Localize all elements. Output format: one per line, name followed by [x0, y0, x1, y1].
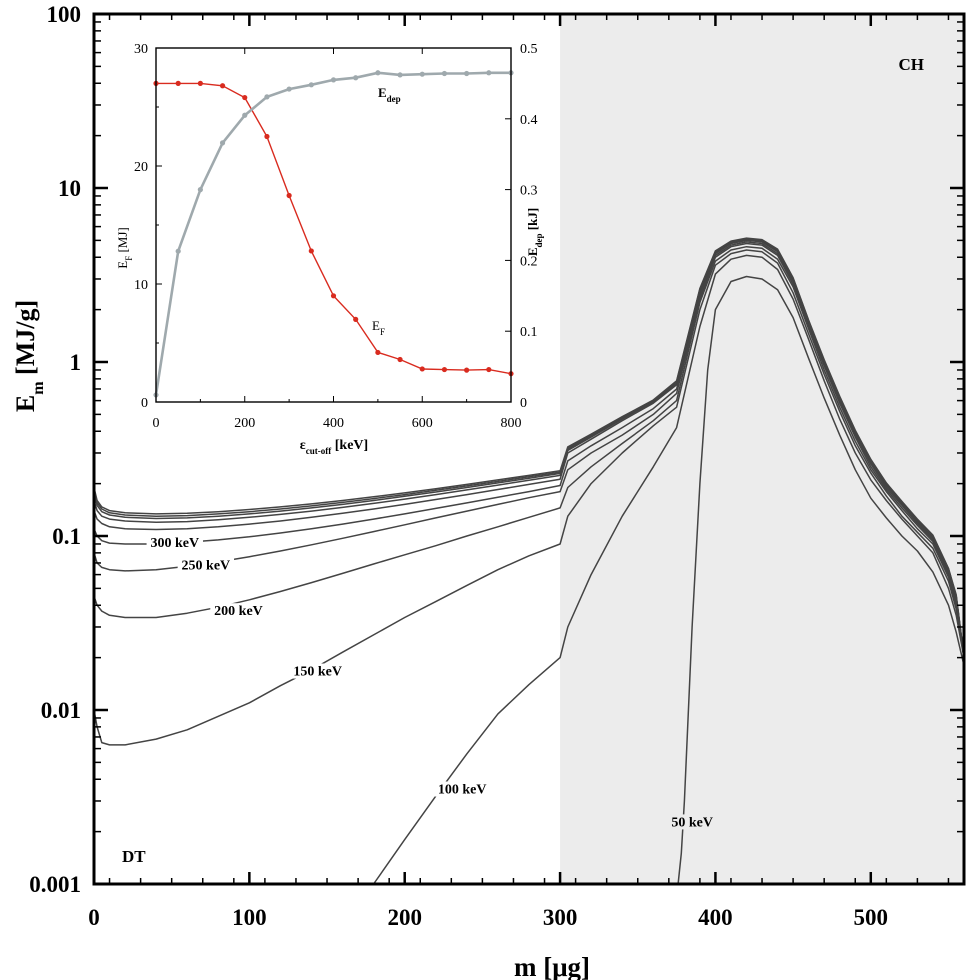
inset-right-y-tick-label: 0.4 — [520, 113, 538, 128]
inset-left-y-tick-label: 30 — [134, 42, 148, 57]
inset-point-e-dep — [242, 112, 248, 118]
inset-left-y-tick-label: 0 — [141, 396, 148, 411]
inset-point-e-f — [419, 366, 425, 372]
inset-x-axis: 0 200 400 600 800 — [153, 48, 522, 431]
inset-point-e-f — [197, 80, 203, 86]
main-x-tick-label: 300 — [543, 905, 578, 930]
curve-label-300-kev: 300 keV — [150, 536, 199, 551]
inset-x-tick-label: 600 — [412, 416, 433, 431]
inset-point-e-f — [375, 349, 381, 356]
main-y-tick-label: 100 — [47, 2, 82, 27]
region-label-ch: CH — [899, 55, 925, 74]
curve-label-background — [289, 663, 346, 679]
inset-right-y-tick-label: 0.3 — [520, 184, 538, 199]
main-y-tick-label: 10 — [58, 176, 81, 201]
inset-x-axis-label: εcut-off [keV] — [300, 438, 368, 456]
curve-label-250-kev: 250 keV — [182, 558, 231, 573]
inset-left-y-axis-label: EF [MJ] — [115, 227, 134, 269]
main-series-line-5 — [93, 241, 965, 658]
inset-point-e-f — [397, 356, 403, 363]
main-y-tick-label: 0.01 — [41, 698, 81, 723]
inset-right-y-tick-label: 0.1 — [520, 325, 538, 340]
inset-point-e-dep — [441, 70, 448, 77]
inset-x-tick-label: 0 — [153, 416, 160, 431]
inset-x-tick-label: 200 — [234, 416, 255, 431]
main-series-line-2 — [93, 249, 965, 746]
main-x-tick-label: 0 — [88, 905, 100, 930]
inset-point-e-f — [353, 316, 359, 322]
curve-label-150-kev: 150 keV — [293, 665, 342, 680]
inset-series-label-edep: Edep — [378, 85, 401, 104]
main-curve-labels: 300 keV 250 keV 200 keV 150 keV 100 keV 50 ke… — [146, 534, 717, 830]
inset-left-y-tick-label: 10 — [134, 278, 148, 293]
inset-point-e-dep — [353, 75, 359, 81]
inset-point-e-f — [175, 80, 181, 86]
inset-x-tick-label: 800 — [501, 416, 522, 431]
main-x-tick-label: 500 — [854, 905, 889, 930]
main-y-tick-label: 0.1 — [52, 524, 81, 549]
inset-point-e-f — [219, 83, 226, 89]
main-series-line-1 — [372, 254, 965, 885]
inset-series-label-ef: EF — [372, 318, 385, 337]
inset-point-e-dep — [419, 71, 425, 77]
curve-label-50-kev: 50 keV — [671, 815, 713, 830]
main-x-axis-label: m [μg] — [514, 952, 590, 980]
inset-point-e-f — [464, 367, 470, 373]
inset-point-e-f — [330, 293, 337, 299]
inset-point-e-dep — [397, 72, 403, 78]
inset-left-y-tick-label: 20 — [134, 160, 148, 175]
inset-point-e-dep — [486, 70, 492, 76]
inset-point-e-dep — [286, 86, 292, 92]
main-y-axis-label: Em [MJ/g] — [11, 300, 47, 412]
inset-point-e-f — [264, 133, 270, 140]
inset-point-e-dep — [175, 248, 181, 254]
inset-point-e-dep — [219, 140, 226, 146]
inset-x-tick-label: 400 — [323, 416, 344, 431]
inset-series-group — [153, 70, 514, 398]
curve-label-background — [146, 534, 203, 550]
inset-left-y-axis: 0 10 20 30 — [134, 42, 162, 411]
inset-point-e-f — [308, 248, 314, 254]
inset-right-y-tick-label: 0.2 — [520, 254, 538, 269]
inset-point-e-f — [441, 366, 448, 373]
main-y-tick-label: 0.001 — [29, 872, 81, 897]
inset-point-e-dep — [375, 70, 381, 76]
curve-label-100-kev: 100 keV — [438, 783, 487, 798]
main-series-line-0 — [560, 275, 965, 885]
inset-point-e-f — [486, 366, 492, 373]
main-y-tick-label: 1 — [70, 350, 82, 375]
inset-point-e-f — [242, 94, 248, 101]
curve-label-200-kev: 200 keV — [214, 604, 263, 619]
inset-right-y-axis-label: Edep [kJ] — [525, 208, 544, 256]
main-series-line-6 — [93, 239, 965, 658]
main-x-tick-label: 400 — [698, 905, 733, 930]
inset-chart: 0 200 400 600 800 0 10 20 30 0 0.1 0.2 0.3 0.4 0.5 ε… — [115, 42, 544, 456]
main-plot-frame — [92, 12, 966, 886]
curve-label-background — [433, 781, 491, 797]
inset-right-y-tick-label: 0.5 — [520, 42, 538, 57]
inset-background — [156, 48, 511, 402]
region-label-dt: DT — [122, 847, 146, 866]
inset-point-e-f — [286, 192, 292, 199]
inset-point-e-dep — [264, 94, 270, 100]
inset-point-e-dep — [308, 82, 314, 88]
inset-point-e-dep — [330, 77, 337, 83]
curve-label-background — [667, 814, 717, 830]
inset-point-e-dep — [197, 187, 203, 193]
main-x-tick-label: 100 — [232, 905, 267, 930]
curve-label-background — [177, 557, 235, 573]
inset-point-e-dep — [464, 70, 470, 77]
curve-label-background — [210, 603, 267, 619]
ch-shaded-region — [560, 14, 964, 884]
inset-right-y-tick-label: 0 — [520, 396, 527, 411]
main-x-axis: 0 100 200 300 400 500 — [88, 14, 950, 930]
main-series-line-10 — [93, 237, 965, 658]
inset-right-y-axis: 0 0.1 0.2 0.3 0.4 0.5 — [505, 42, 538, 411]
main-chart: 300 keV 250 keV 200 keV 150 keV 100 keV 50 ke… — [11, 2, 966, 980]
main-x-tick-label: 200 — [387, 905, 422, 930]
